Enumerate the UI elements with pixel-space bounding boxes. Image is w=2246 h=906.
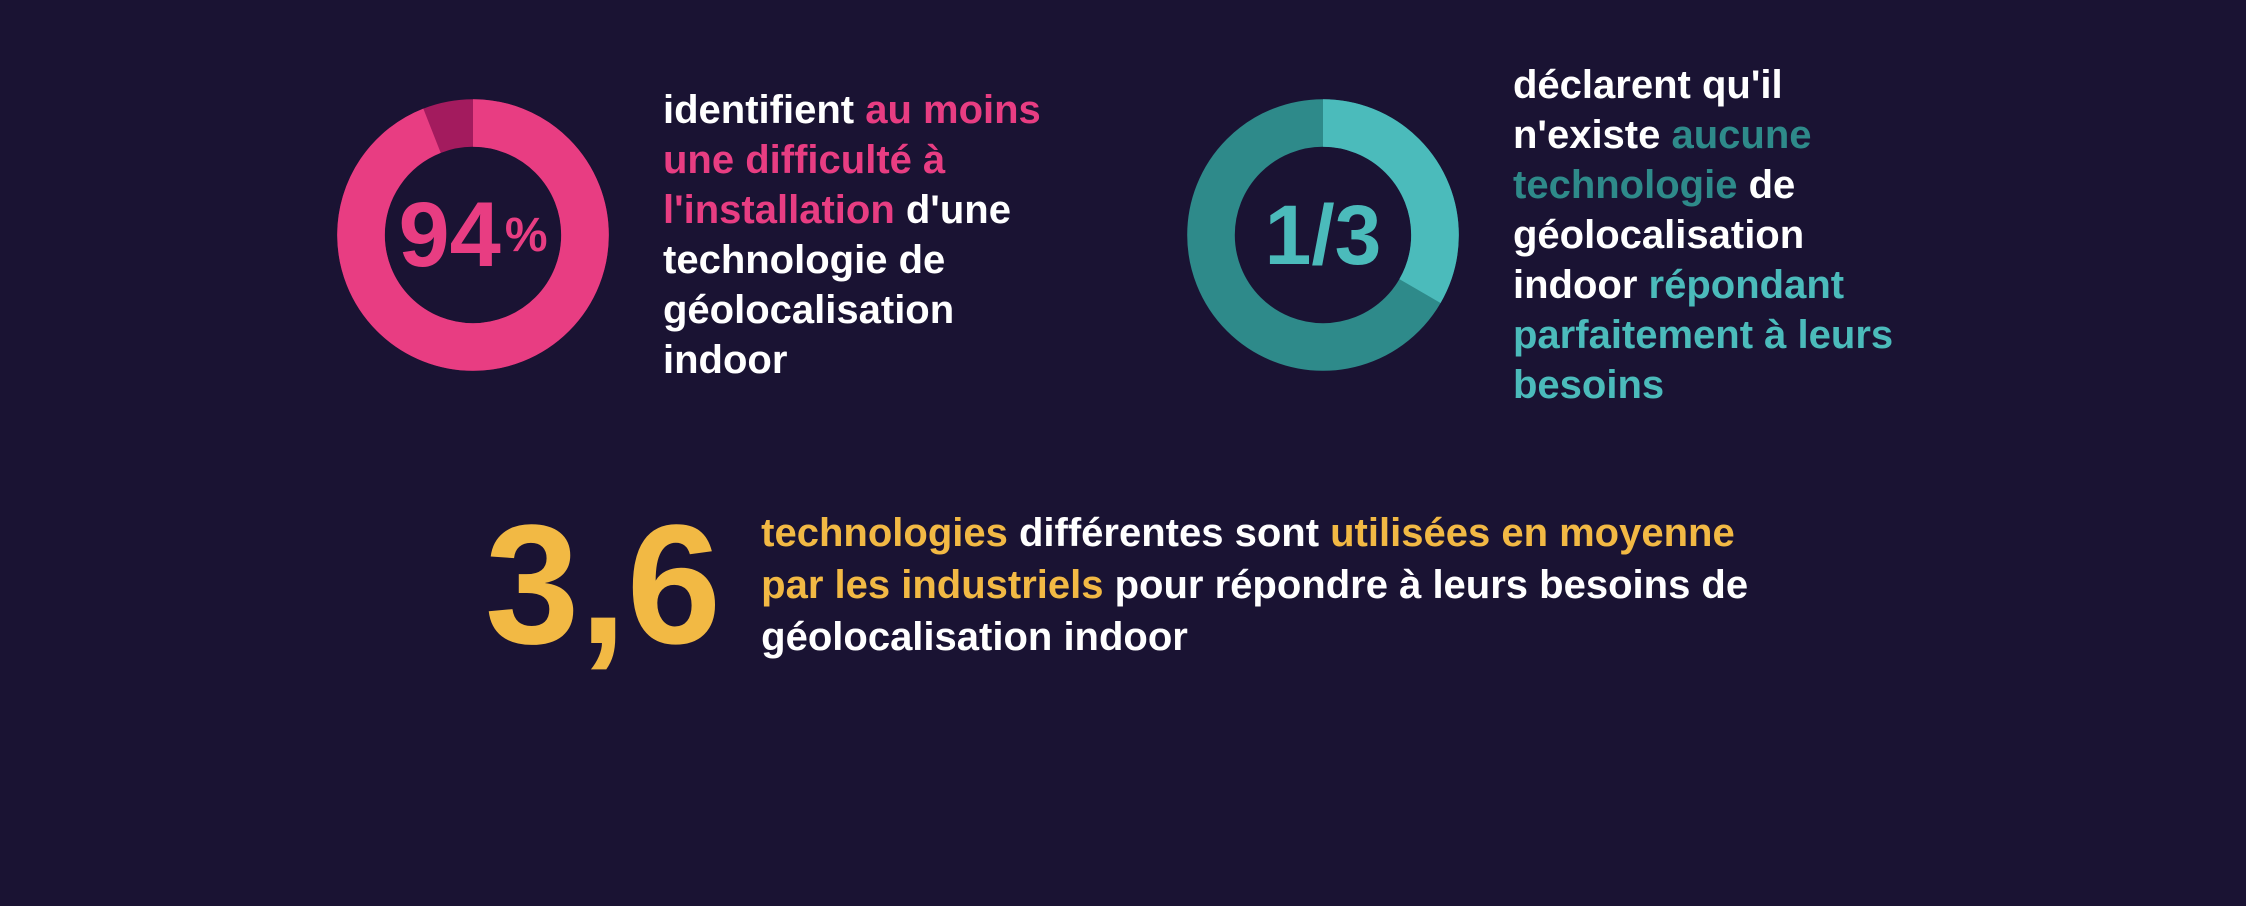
donut-chart-94pct: 94 %	[333, 95, 613, 375]
stat3-value: 3,6	[485, 500, 721, 670]
donut-chart-1third: 1/3	[1183, 95, 1463, 375]
stat2-description: déclarent qu'il n'existe aucune technolo…	[1513, 60, 1913, 410]
stat1-value: 94	[398, 189, 500, 281]
stat1-description: identifient au moins une difficulté à l'…	[663, 85, 1063, 385]
stat2-value: 1/3	[1265, 193, 1382, 277]
stat-block-avg-tech: 3,6 technologies différentes sont utilis…	[0, 500, 2246, 670]
donut-center-1: 94 %	[333, 95, 613, 375]
stat-block-no-tech: 1/3 déclarent qu'il n'existe aucune tech…	[1183, 60, 1913, 410]
donut-center-2: 1/3	[1183, 95, 1463, 375]
stat-block-difficulty: 94 % identifient au moins une difficulté…	[333, 60, 1063, 410]
stat1-suffix: %	[505, 208, 548, 263]
stat3-description: technologies différentes sont utilisées …	[761, 507, 1761, 663]
